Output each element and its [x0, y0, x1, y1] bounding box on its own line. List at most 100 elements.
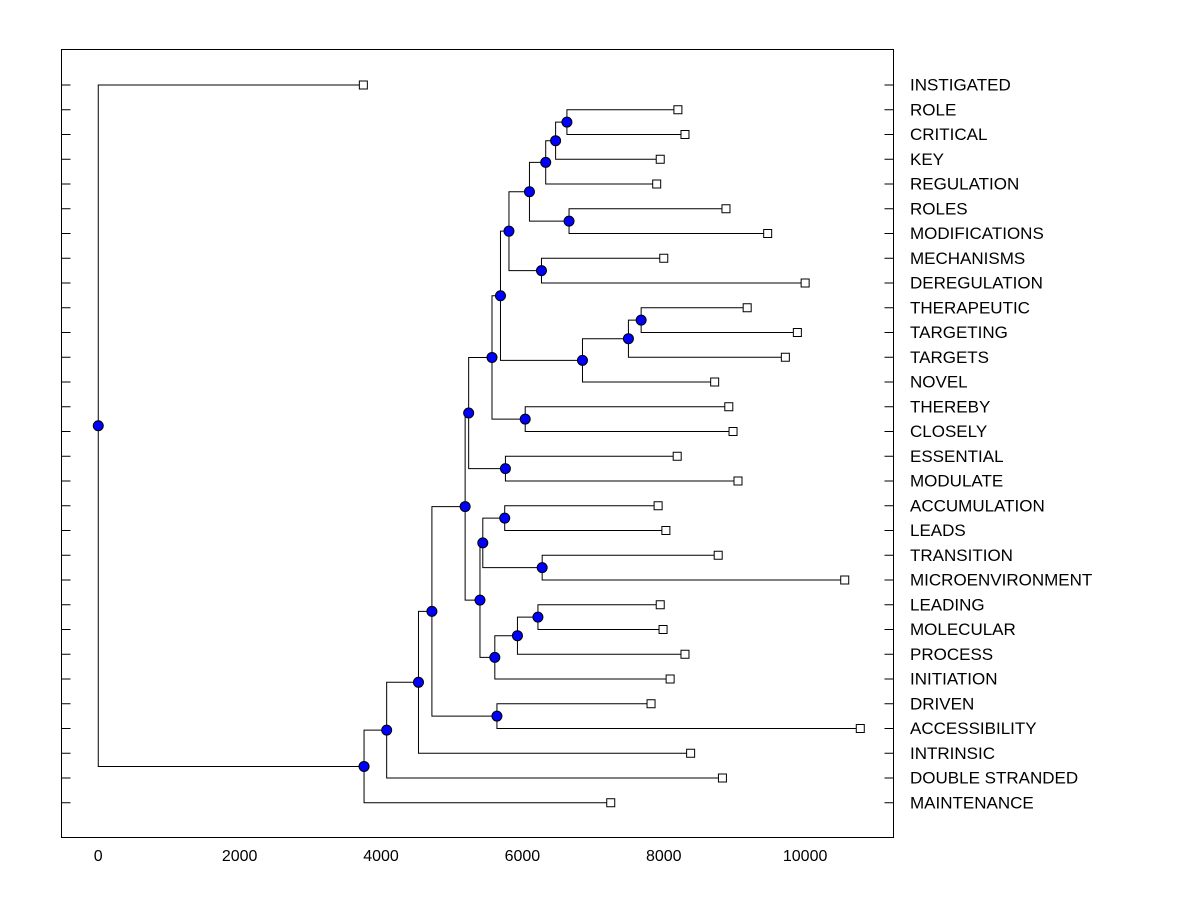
leaf-label: THEREBY: [910, 397, 990, 416]
merge-node: [486, 351, 498, 363]
leaf-label: ACCESSIBILITY: [910, 719, 1037, 738]
dendrogram-link: [581, 338, 715, 383]
dendrogram-link: [516, 616, 685, 655]
leaf-label: ROLE: [910, 100, 956, 119]
dendrogram-link: [363, 729, 611, 804]
merge-node: [92, 420, 104, 432]
dendrogram-link: [568, 208, 768, 234]
leaf-label: MODULATE: [910, 472, 1003, 491]
leaf-marker: [646, 699, 656, 709]
dendrogram-link: [528, 161, 570, 222]
leaf-label: DEREGULATION: [910, 274, 1043, 293]
merge-node: [523, 186, 535, 198]
merge-node: [519, 413, 531, 425]
leaf-label: REGULATION: [910, 175, 1019, 194]
leaf-label: MOLECULAR: [910, 620, 1016, 639]
dendrogram-link: [97, 84, 365, 767]
leaf-marker: [763, 229, 773, 238]
dendrogram-link: [555, 121, 661, 160]
dendrogram-link: [417, 610, 691, 754]
leaf-marker: [652, 179, 662, 189]
y-axis-ticks: [61, 84, 894, 804]
merge-node: [412, 676, 424, 688]
merge-node: [381, 724, 393, 736]
leaf-marker: [792, 328, 802, 337]
dendrogram-link: [482, 517, 543, 569]
merge-node: [499, 463, 511, 475]
merge-node: [494, 290, 506, 302]
leaf-marker: [710, 377, 720, 387]
merge-node: [536, 562, 548, 574]
leaf-label: TARGETING: [910, 323, 1008, 342]
leaf-marker: [606, 798, 616, 808]
leaf-marker: [665, 674, 675, 684]
merge-node: [477, 537, 489, 549]
leaf-marker: [680, 130, 690, 139]
leaf-marker: [673, 105, 683, 115]
leaf-marker: [713, 550, 723, 560]
x-tick-label: 10000: [783, 848, 828, 865]
leaf-label: KEY: [910, 150, 944, 169]
merge-node: [426, 605, 438, 617]
leaf-label: MODIFICATIONS: [910, 224, 1044, 243]
leaf-marker: [655, 600, 665, 610]
leaf-label: INSTIGATED: [910, 76, 1011, 95]
leaf-marker: [653, 501, 663, 511]
leaf-marker: [800, 278, 810, 288]
x-tick-label: 2000: [222, 848, 258, 865]
x-tick-label: 0: [94, 848, 103, 865]
leaf-label: MECHANISMS: [910, 249, 1025, 268]
leaf-label: CLOSELY: [910, 422, 987, 441]
merge-node: [463, 407, 475, 419]
leaf-label: DRIVEN: [910, 694, 974, 713]
merge-nodes: [92, 116, 647, 772]
merge-node: [576, 354, 588, 366]
leaf-label: TARGETS: [910, 348, 989, 367]
leaf-marker: [721, 204, 731, 214]
merge-node: [503, 225, 515, 237]
dendrogram-link: [499, 230, 583, 361]
leaf-marker: [658, 625, 668, 634]
merge-node: [489, 651, 501, 663]
leaf-label: MICROENVIRONMENT: [910, 571, 1092, 590]
dendrogram-link: [386, 681, 723, 779]
merge-node: [550, 135, 562, 147]
leaf-marker: [686, 748, 696, 758]
x-tick-label: 6000: [505, 848, 541, 865]
leaf-marker: [780, 352, 790, 362]
dendrogram-link: [504, 455, 738, 482]
leaf-label: TRANSITION: [910, 546, 1013, 565]
merge-node: [635, 314, 647, 326]
dendrogram-links: [97, 84, 861, 804]
merge-node: [535, 265, 547, 277]
merge-node: [491, 710, 503, 722]
leaf-marker: [724, 402, 734, 412]
x-axis: 0 2000 4000 6000 8000 10000: [94, 848, 828, 865]
leaf-marker: [717, 773, 727, 783]
dendrogram-link: [541, 554, 845, 581]
dendrogram-link: [537, 604, 664, 630]
dendrogram-link: [496, 703, 861, 729]
dendrogram-link: [468, 356, 506, 470]
dendrogram-link: [545, 140, 657, 185]
dendrogram-link: [494, 635, 671, 680]
x-tick-label: 8000: [646, 848, 682, 865]
leaf-label: ACCUMULATION: [910, 496, 1045, 515]
leaf-label: INITIATION: [910, 670, 998, 689]
leaf-markers: [358, 80, 865, 808]
merge-node: [511, 630, 523, 642]
leaf-label: ESSENTIAL: [910, 447, 1004, 466]
x-tick-label: 4000: [363, 848, 399, 865]
leaf-label: PROCESS: [910, 645, 993, 664]
leaf-marker: [840, 575, 850, 585]
leaf-marker: [855, 724, 865, 733]
leaf-marker: [659, 253, 669, 263]
leaf-marker: [672, 451, 682, 461]
leaf-marker: [358, 80, 368, 90]
dendrogram-link: [540, 257, 806, 284]
leaf-label: CRITICAL: [910, 125, 987, 144]
leaf-marker: [655, 154, 665, 164]
leaf-marker: [742, 303, 752, 313]
leaf-marker: [661, 526, 671, 535]
dendrogram-link: [524, 406, 734, 432]
